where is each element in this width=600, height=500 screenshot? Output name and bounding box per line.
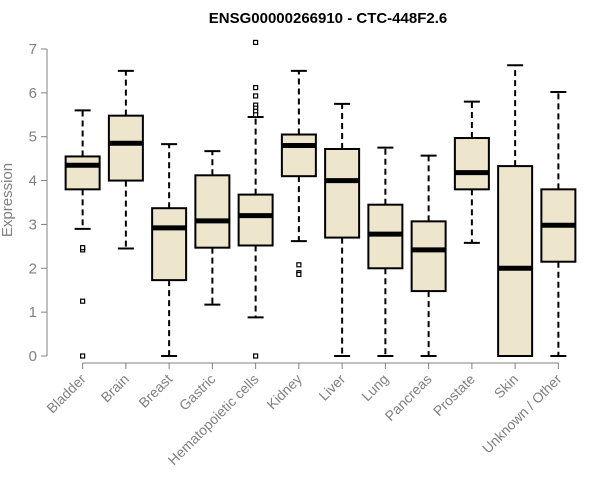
y-tick-label: 5	[29, 129, 37, 146]
y-tick-label: 7	[29, 41, 37, 58]
box-iqr	[410, 220, 447, 293]
box-iqr	[237, 193, 274, 247]
outlier-point	[253, 39, 259, 46]
outlier-point	[80, 353, 86, 359]
box-unknown-other	[540, 90, 577, 357]
x-tick-label: Prostate	[430, 371, 478, 419]
y-tick-label: 6	[29, 85, 37, 102]
box-iqr	[497, 165, 534, 357]
outlier-point	[80, 298, 86, 304]
box-pancreas	[410, 154, 447, 357]
outlier-point	[296, 262, 302, 268]
box-iqr	[64, 155, 101, 191]
outlier-point	[80, 245, 86, 251]
y-tick-label: 3	[29, 216, 37, 233]
chart-title: ENSG00000266910 - CTC-448F2.6	[209, 10, 447, 27]
box-liver	[324, 102, 361, 357]
x-tick-label: Brain	[98, 371, 132, 405]
box-bladder	[64, 109, 101, 359]
x-tick-label: Pancreas	[382, 371, 435, 424]
y-tick-label: 1	[29, 304, 37, 321]
box-iqr	[194, 174, 231, 249]
x-tick-label: Unknown / Other	[479, 371, 565, 457]
x-tick-label: Breast	[135, 371, 175, 411]
y-tick-label: 2	[29, 260, 37, 277]
x-tick-label: Kidney	[263, 371, 305, 413]
outlier-point	[296, 271, 302, 278]
box-brain	[107, 69, 144, 250]
box-iqr	[280, 133, 317, 178]
box-skin	[497, 64, 534, 357]
box-gastric	[194, 150, 231, 306]
y-axis-label: Expression	[0, 163, 16, 237]
outlier-point	[253, 112, 259, 118]
x-tick-label: Lung	[358, 371, 391, 404]
box-kidney	[280, 69, 317, 278]
box-iqr	[324, 147, 361, 239]
outlier-point	[253, 353, 259, 359]
x-tick-label: Bladder	[43, 371, 89, 417]
y-tick-label: 4	[29, 173, 37, 190]
x-tick-label: Liver	[315, 371, 348, 404]
y-tick-label: 0	[29, 348, 37, 365]
box-hematopoietic-cells	[237, 39, 274, 359]
box-iqr	[151, 207, 188, 282]
boxes-group	[64, 39, 577, 359]
box-iqr	[453, 137, 490, 191]
y-axis: 0 1 2 3 4 5 6 7	[29, 41, 48, 365]
outlier-point	[253, 84, 259, 91]
x-tick-label: Skin	[491, 371, 522, 402]
box-iqr	[107, 114, 144, 182]
box-lung	[367, 146, 404, 357]
outlier-point	[253, 93, 259, 99]
box-breast	[151, 143, 188, 357]
x-tick-label: Gastric	[176, 371, 219, 414]
box-prostate	[453, 100, 490, 244]
